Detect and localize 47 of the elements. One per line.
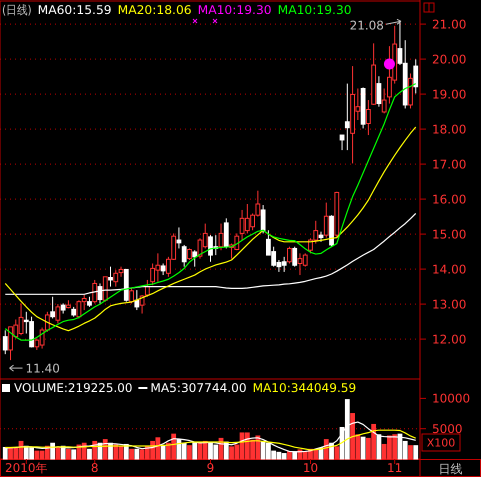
bar: [187, 445, 192, 460]
text: 日线: [438, 462, 462, 476]
bar: [413, 445, 418, 460]
x-tick-label: 8: [90, 461, 99, 475]
y-tick-label: 19.00: [432, 87, 466, 102]
annotation: 11.40: [26, 361, 60, 376]
legend-label: MA5:307744.00: [150, 381, 247, 395]
annotation: 21.08: [350, 18, 384, 32]
y-tick-label: 20.00: [432, 52, 466, 66]
bar: [287, 451, 292, 460]
y-tick-label: 13.00: [432, 297, 466, 312]
bar: [66, 448, 71, 460]
y-tick-label: 5000: [432, 422, 463, 436]
chart-title: (日线): [2, 3, 36, 17]
candlestick: [366, 100, 371, 136]
y-tick-label: 17.00: [432, 157, 466, 172]
line-series: [4, 430, 416, 451]
line-series: [4, 126, 416, 332]
y-tick-label: 21.00: [432, 17, 466, 32]
text: X100: [426, 436, 456, 450]
bar: [334, 446, 340, 460]
text: MA10:19.30: [278, 3, 352, 17]
bar: [408, 445, 413, 460]
text: MA20:18.06: [118, 3, 192, 17]
candlestick: [344, 83, 350, 151]
y-tick-label: 12.00: [432, 332, 466, 346]
y-tick-label: 10000: [432, 392, 470, 406]
x-tick-label: 9: [206, 461, 214, 475]
bar: [55, 448, 60, 460]
x-tick-label: 11: [387, 461, 402, 475]
candlestick: [55, 304, 60, 324]
legend-label: VOLUME:219225.00: [14, 381, 134, 395]
y-tick-label: 15.00: [432, 227, 466, 242]
x-tick-label: 10: [302, 461, 318, 475]
y-tick-label: 16.00: [432, 192, 466, 206]
candlestick: [176, 226, 182, 249]
bar: [360, 436, 366, 460]
bar: [87, 448, 92, 460]
text: MA10:344049.59: [252, 381, 356, 395]
y-tick-label: 14.00: [432, 262, 466, 276]
x-tick-label: 2010年: [5, 461, 48, 475]
text: MA60:15.59: [38, 3, 112, 17]
y-tick-label: 18.00: [432, 122, 466, 136]
bar: [129, 448, 134, 460]
candlestick: [118, 266, 124, 278]
candlestick: [113, 270, 118, 288]
text: MA10:19.30: [198, 3, 272, 17]
